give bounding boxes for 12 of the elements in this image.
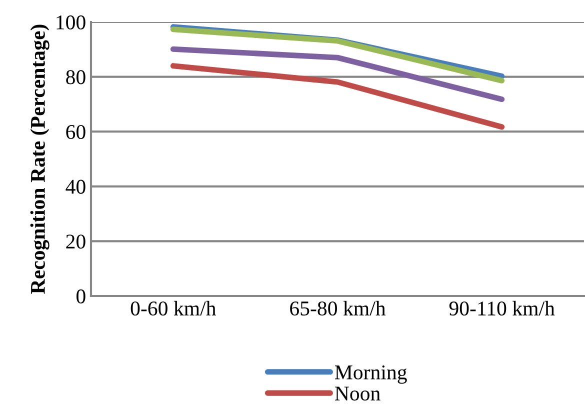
y-axis-title: Recognition Rate (Percentage): [30, 24, 50, 294]
legend-label: Morning: [334, 365, 407, 384]
y-tick-label: 40: [66, 180, 86, 194]
y-tick-label: 0: [76, 289, 86, 304]
x-tick-label: 90-110 km/h: [449, 300, 555, 316]
y-tick-label: 20: [66, 234, 86, 249]
y-tick-label: 100: [56, 15, 86, 30]
x-tick-label: 0-60 km/h: [130, 300, 216, 316]
y-tick-label: 80: [66, 70, 86, 84]
x-tick-label: 65-80 km/h: [290, 300, 386, 316]
y-tick-label: 60: [66, 124, 86, 140]
legend-label: Noon: [334, 386, 380, 401]
